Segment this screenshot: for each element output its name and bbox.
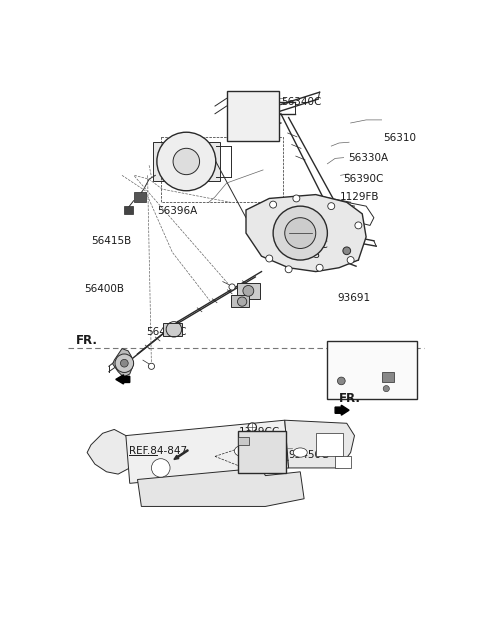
Circle shape <box>316 264 323 271</box>
Text: FR.: FR. <box>76 334 98 347</box>
Circle shape <box>347 256 354 263</box>
Bar <box>382 372 394 382</box>
Bar <box>227 91 279 140</box>
Polygon shape <box>113 349 133 377</box>
Polygon shape <box>126 420 288 483</box>
Bar <box>335 456 350 468</box>
Text: 93691: 93691 <box>337 293 370 303</box>
Circle shape <box>243 285 254 296</box>
Polygon shape <box>285 420 355 468</box>
Ellipse shape <box>293 448 307 457</box>
Circle shape <box>355 222 362 229</box>
Circle shape <box>120 359 128 367</box>
Text: 95450G: 95450G <box>289 450 330 460</box>
Bar <box>237 283 260 298</box>
Circle shape <box>285 266 292 273</box>
Bar <box>230 295 249 307</box>
Text: 56400B: 56400B <box>84 284 124 294</box>
Circle shape <box>115 354 133 372</box>
Text: REF.84-847: REF.84-847 <box>129 446 187 456</box>
Circle shape <box>173 149 200 175</box>
Bar <box>123 206 133 214</box>
Polygon shape <box>87 429 133 474</box>
Text: 56396A: 56396A <box>157 206 198 216</box>
Circle shape <box>229 284 235 290</box>
Circle shape <box>238 297 247 306</box>
Circle shape <box>383 386 389 392</box>
FancyArrow shape <box>174 450 188 460</box>
Text: 56415C: 56415C <box>146 327 187 337</box>
Text: 1129FB: 1129FB <box>340 192 380 202</box>
Bar <box>238 437 249 445</box>
Text: 13385: 13385 <box>288 250 321 260</box>
Text: 56330A: 56330A <box>348 153 388 163</box>
Circle shape <box>328 203 335 209</box>
Text: 1327AC: 1327AC <box>288 240 328 250</box>
Polygon shape <box>137 468 304 507</box>
Bar <box>163 323 182 335</box>
Circle shape <box>273 206 327 260</box>
Text: 56310: 56310 <box>384 133 417 143</box>
Circle shape <box>293 195 300 202</box>
Circle shape <box>343 247 350 255</box>
Polygon shape <box>246 194 366 271</box>
Circle shape <box>157 132 216 191</box>
Circle shape <box>248 423 256 431</box>
Bar <box>327 341 417 399</box>
Text: 56340C: 56340C <box>281 97 322 107</box>
Circle shape <box>266 255 273 262</box>
Bar <box>133 192 146 201</box>
Text: 56390C: 56390C <box>343 174 383 184</box>
Ellipse shape <box>234 446 250 456</box>
Circle shape <box>337 377 345 385</box>
Text: FR.: FR. <box>339 393 361 405</box>
Circle shape <box>148 363 155 369</box>
Bar <box>238 431 286 473</box>
Circle shape <box>152 459 170 477</box>
FancyArrow shape <box>116 375 130 384</box>
Text: 1339CC: 1339CC <box>240 426 280 436</box>
Text: 56415B: 56415B <box>92 236 132 246</box>
Circle shape <box>270 201 276 208</box>
Bar <box>153 142 220 181</box>
Circle shape <box>285 218 316 248</box>
Bar <box>316 433 343 456</box>
FancyArrow shape <box>335 405 349 415</box>
